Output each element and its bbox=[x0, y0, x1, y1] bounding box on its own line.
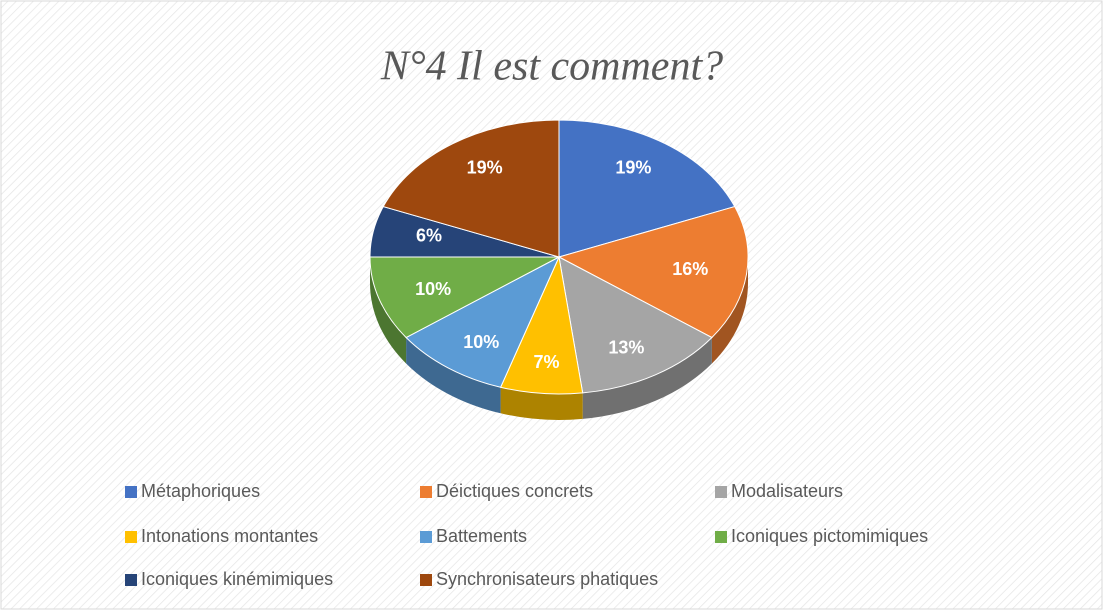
slice-side bbox=[370, 257, 407, 364]
legend-label: Déictiques concrets bbox=[436, 481, 593, 501]
legend-swatch bbox=[420, 531, 432, 543]
slice-side bbox=[500, 387, 583, 420]
slice-side bbox=[711, 257, 748, 364]
data-label: 13% bbox=[608, 338, 644, 358]
slice bbox=[382, 119, 560, 258]
slice bbox=[557, 205, 749, 339]
legend-label: Modalisateurs bbox=[731, 481, 843, 501]
data-label: 10% bbox=[463, 332, 499, 352]
legend-swatch bbox=[125, 531, 137, 543]
legend-swatch bbox=[420, 486, 432, 498]
slice-side bbox=[406, 337, 501, 414]
legend-swatch bbox=[420, 574, 432, 586]
legend-swatch bbox=[715, 486, 727, 498]
legend-label: Iconiques kinémimiques bbox=[141, 569, 333, 589]
legend-label: Iconiques pictomimiques bbox=[731, 526, 928, 546]
legend-swatch bbox=[125, 574, 137, 586]
slice bbox=[558, 119, 736, 258]
legend-label: Battements bbox=[436, 526, 527, 546]
data-label: 19% bbox=[615, 157, 651, 177]
slice bbox=[405, 255, 561, 388]
data-label: 19% bbox=[467, 157, 503, 177]
slice bbox=[558, 256, 713, 394]
legend-swatch bbox=[125, 486, 137, 498]
data-label: 10% bbox=[415, 279, 451, 299]
legend-label: Synchronisateurs phatiques bbox=[436, 569, 658, 589]
data-label: 16% bbox=[672, 259, 708, 279]
legend-label: Métaphoriques bbox=[141, 481, 260, 501]
data-label: 6% bbox=[416, 226, 442, 246]
chart-title: N°4 Il est comment? bbox=[380, 44, 723, 90]
data-label: 7% bbox=[534, 352, 560, 372]
legend-swatch bbox=[715, 531, 727, 543]
legend-label: Intonations montantes bbox=[141, 526, 318, 546]
slice bbox=[369, 256, 560, 339]
